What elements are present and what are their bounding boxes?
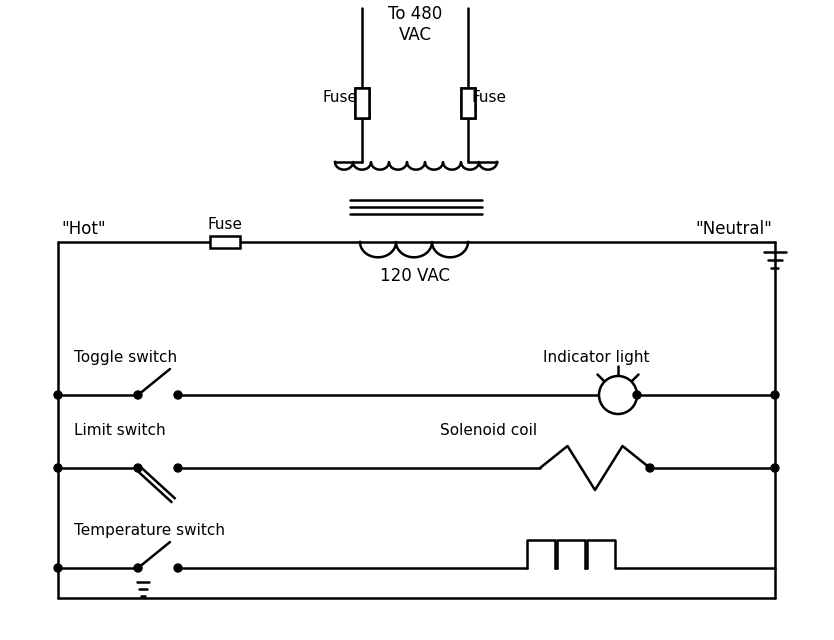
Text: "Hot": "Hot" <box>61 220 106 238</box>
Text: Fuse: Fuse <box>208 217 243 232</box>
Text: Temperature switch: Temperature switch <box>74 523 225 538</box>
Bar <box>355 88 369 118</box>
Circle shape <box>54 564 62 572</box>
Bar <box>461 88 475 118</box>
Text: Fuse: Fuse <box>472 90 507 104</box>
Bar <box>210 236 240 248</box>
Bar <box>461 88 475 118</box>
Circle shape <box>134 391 142 399</box>
Circle shape <box>646 464 654 472</box>
Circle shape <box>54 391 62 399</box>
Bar <box>355 88 369 118</box>
Circle shape <box>174 564 182 572</box>
Circle shape <box>134 564 142 572</box>
Circle shape <box>174 464 182 472</box>
Text: Fuse: Fuse <box>323 90 358 104</box>
Text: "Neutral": "Neutral" <box>695 220 772 238</box>
Circle shape <box>771 464 779 472</box>
Circle shape <box>134 464 142 472</box>
Circle shape <box>54 464 62 472</box>
Circle shape <box>174 391 182 399</box>
Text: Solenoid coil: Solenoid coil <box>440 423 537 438</box>
Text: 120 VAC: 120 VAC <box>380 267 450 285</box>
Text: To 480
VAC: To 480 VAC <box>388 5 442 44</box>
Text: Toggle switch: Toggle switch <box>74 350 177 365</box>
Text: Indicator light: Indicator light <box>543 350 650 365</box>
Circle shape <box>633 391 641 399</box>
Circle shape <box>599 376 637 414</box>
Text: Limit switch: Limit switch <box>74 423 166 438</box>
Circle shape <box>771 391 779 399</box>
